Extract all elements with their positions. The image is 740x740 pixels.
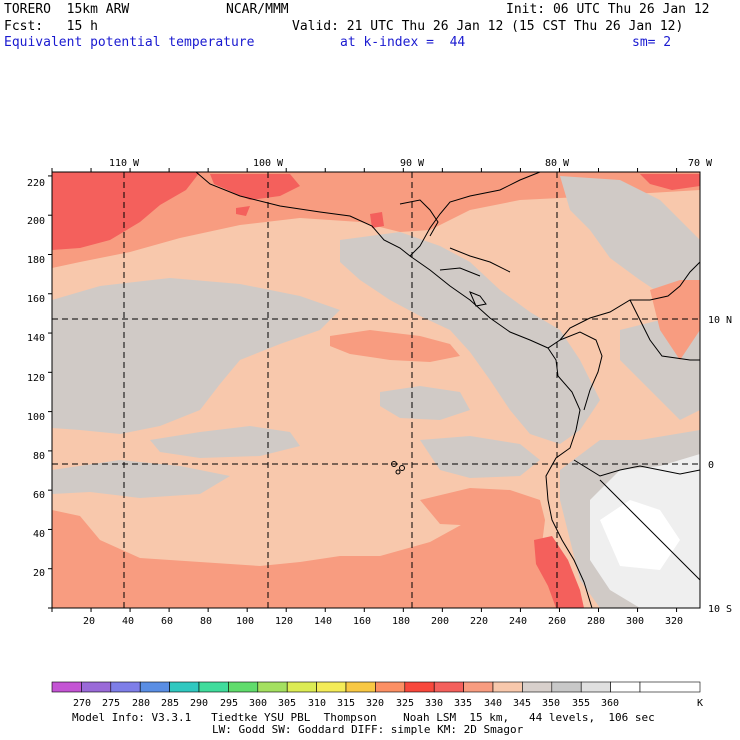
smoothing: sm= 2 — [632, 35, 672, 50]
lon-label-80w: 80 W — [545, 158, 570, 169]
x-tick-label: 100 — [236, 616, 254, 627]
lat-label-10n: 10 N — [708, 315, 732, 326]
y-tick-label: 80 — [33, 451, 45, 462]
colorbar-swatch — [404, 681, 435, 693]
x-tick-label: 280 — [587, 616, 605, 627]
color-bar — [51, 681, 701, 693]
axis-ticks — [48, 168, 678, 612]
lon-label-90w: 90 W — [400, 158, 425, 169]
colorbar-swatch — [169, 681, 200, 693]
lon-label-110w: 110 W — [109, 158, 140, 169]
colorbar-swatch — [610, 681, 641, 693]
lat-label-0: 0 — [708, 460, 714, 471]
y-tick-label: 220 — [27, 178, 45, 189]
cbar-unit: K — [697, 698, 703, 709]
x-tick-label: 60 — [161, 616, 173, 627]
organization: NCAR/MMM — [226, 2, 289, 17]
colorbar-swatch — [81, 681, 112, 693]
cbar-label: 330 — [425, 698, 443, 709]
cbar-label: 310 — [308, 698, 326, 709]
colorbar-swatch — [492, 681, 523, 693]
x-tick-label: 300 — [626, 616, 644, 627]
plot-frame — [51, 171, 701, 609]
colorbar-swatch — [345, 681, 376, 693]
cbar-label: 295 — [220, 698, 238, 709]
forecast-hour: Fcst: 15 h — [4, 19, 98, 34]
cbar-label: 300 — [249, 698, 267, 709]
y-tick-label: 160 — [27, 294, 45, 305]
lon-label-100w: 100 W — [253, 158, 284, 169]
cbar-label: 270 — [73, 698, 91, 709]
lat-label-10s: 10 S — [708, 604, 732, 615]
colorbar-swatch — [463, 681, 494, 693]
cbar-label: 305 — [278, 698, 296, 709]
x-tick-label: 200 — [431, 616, 449, 627]
colorbar-swatch — [580, 681, 611, 693]
x-tick-label: 320 — [665, 616, 683, 627]
cbar-label: 335 — [454, 698, 472, 709]
model-info-line1: Model Info: V3.3.1 Tiedtke YSU PBL Thomp… — [72, 711, 655, 724]
y-tick-label: 180 — [27, 255, 45, 266]
x-tick-label: 220 — [470, 616, 488, 627]
vertical-level: at k-index = 44 — [340, 35, 466, 50]
init-time: Init: 06 UTC Thu 26 Jan 12 — [506, 2, 710, 17]
y-tick-label: 120 — [27, 373, 45, 384]
x-tick-label: 20 — [83, 616, 95, 627]
cbar-label: 345 — [513, 698, 531, 709]
field-name: Equivalent potential temperature — [4, 35, 255, 50]
cbar-label: 325 — [396, 698, 414, 709]
colorbar-swatch — [286, 681, 317, 693]
colorbar-end-swatch — [639, 681, 701, 693]
x-tick-label: 120 — [275, 616, 293, 627]
x-tick-label: 240 — [509, 616, 527, 627]
y-tick-label: 100 — [27, 412, 45, 423]
x-tick-label: 180 — [392, 616, 410, 627]
colorbar-swatch — [433, 681, 464, 693]
cbar-label: 355 — [572, 698, 590, 709]
lon-label-70w: 70 W — [688, 158, 713, 169]
y-tick-label: 200 — [27, 216, 45, 227]
y-tick-label: 140 — [27, 333, 45, 344]
model-info-line2: LW: Godd SW: Goddard DIFF: simple KM: 2D… — [212, 723, 524, 736]
colorbar-swatch — [228, 681, 259, 693]
colorbar-swatch — [139, 681, 170, 693]
colorbar-swatch — [257, 681, 288, 693]
cbar-label: 290 — [190, 698, 208, 709]
colorbar-swatch — [198, 681, 229, 693]
x-tick-label: 140 — [314, 616, 332, 627]
x-tick-label: 260 — [548, 616, 566, 627]
graticule — [52, 172, 700, 608]
shaded-field — [52, 172, 700, 608]
cbar-label: 340 — [484, 698, 502, 709]
colorbar-swatch — [110, 681, 141, 693]
model-title: TORERO 15km ARW — [4, 2, 130, 17]
cbar-label: 275 — [102, 698, 120, 709]
valid-time: Valid: 21 UTC Thu 26 Jan 12 (15 CST Thu … — [292, 19, 684, 34]
cbar-label: 320 — [366, 698, 384, 709]
cbar-label: 285 — [161, 698, 179, 709]
cbar-label: 280 — [132, 698, 150, 709]
cbar-label: 315 — [337, 698, 355, 709]
colorbar-swatch — [51, 681, 82, 693]
colorbar-swatch — [316, 681, 347, 693]
y-tick-label: 40 — [33, 529, 45, 540]
coastlines — [195, 171, 701, 609]
cbar-label: 350 — [542, 698, 560, 709]
cbar-label: 360 — [601, 698, 619, 709]
x-tick-label: 40 — [122, 616, 134, 627]
y-tick-label: 60 — [33, 490, 45, 501]
colorbar-swatch — [551, 681, 582, 693]
x-tick-label: 160 — [353, 616, 371, 627]
colorbar-swatch — [375, 681, 406, 693]
y-tick-label: 20 — [33, 568, 45, 579]
colorbar-swatch — [522, 681, 553, 693]
x-tick-label: 80 — [200, 616, 212, 627]
